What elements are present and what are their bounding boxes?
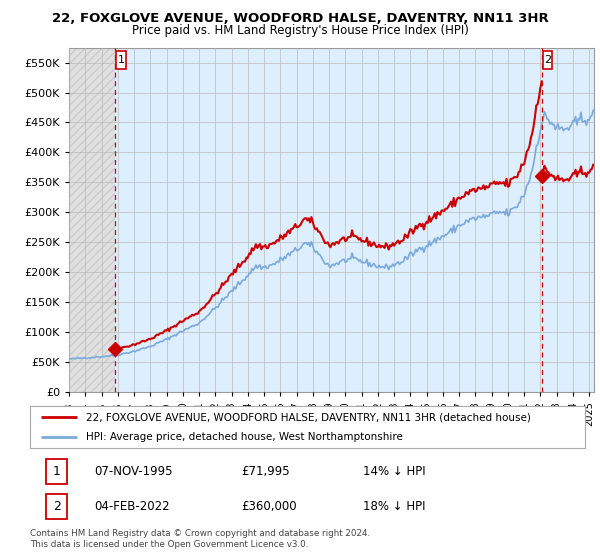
FancyBboxPatch shape [116,50,126,69]
Text: 04-FEB-2022: 04-FEB-2022 [94,500,169,512]
FancyBboxPatch shape [46,493,67,519]
Text: Contains HM Land Registry data © Crown copyright and database right 2024.
This d: Contains HM Land Registry data © Crown c… [30,529,370,549]
Text: 18% ↓ HPI: 18% ↓ HPI [363,500,425,512]
Text: Price paid vs. HM Land Registry's House Price Index (HPI): Price paid vs. HM Land Registry's House … [131,24,469,36]
Text: 07-NOV-1995: 07-NOV-1995 [94,465,172,478]
Text: 1: 1 [118,55,125,64]
Text: 1: 1 [53,465,61,478]
Text: 2: 2 [544,55,551,64]
Text: £360,000: £360,000 [241,500,296,512]
FancyBboxPatch shape [542,50,553,69]
Text: 22, FOXGLOVE AVENUE, WOODFORD HALSE, DAVENTRY, NN11 3HR (detached house): 22, FOXGLOVE AVENUE, WOODFORD HALSE, DAV… [86,412,530,422]
Text: 22, FOXGLOVE AVENUE, WOODFORD HALSE, DAVENTRY, NN11 3HR: 22, FOXGLOVE AVENUE, WOODFORD HALSE, DAV… [52,12,548,25]
FancyBboxPatch shape [46,459,67,484]
Text: 2: 2 [53,500,61,512]
Bar [69,48,115,392]
Text: HPI: Average price, detached house, West Northamptonshire: HPI: Average price, detached house, West… [86,432,403,442]
Text: 14% ↓ HPI: 14% ↓ HPI [363,465,425,478]
Text: £71,995: £71,995 [241,465,290,478]
